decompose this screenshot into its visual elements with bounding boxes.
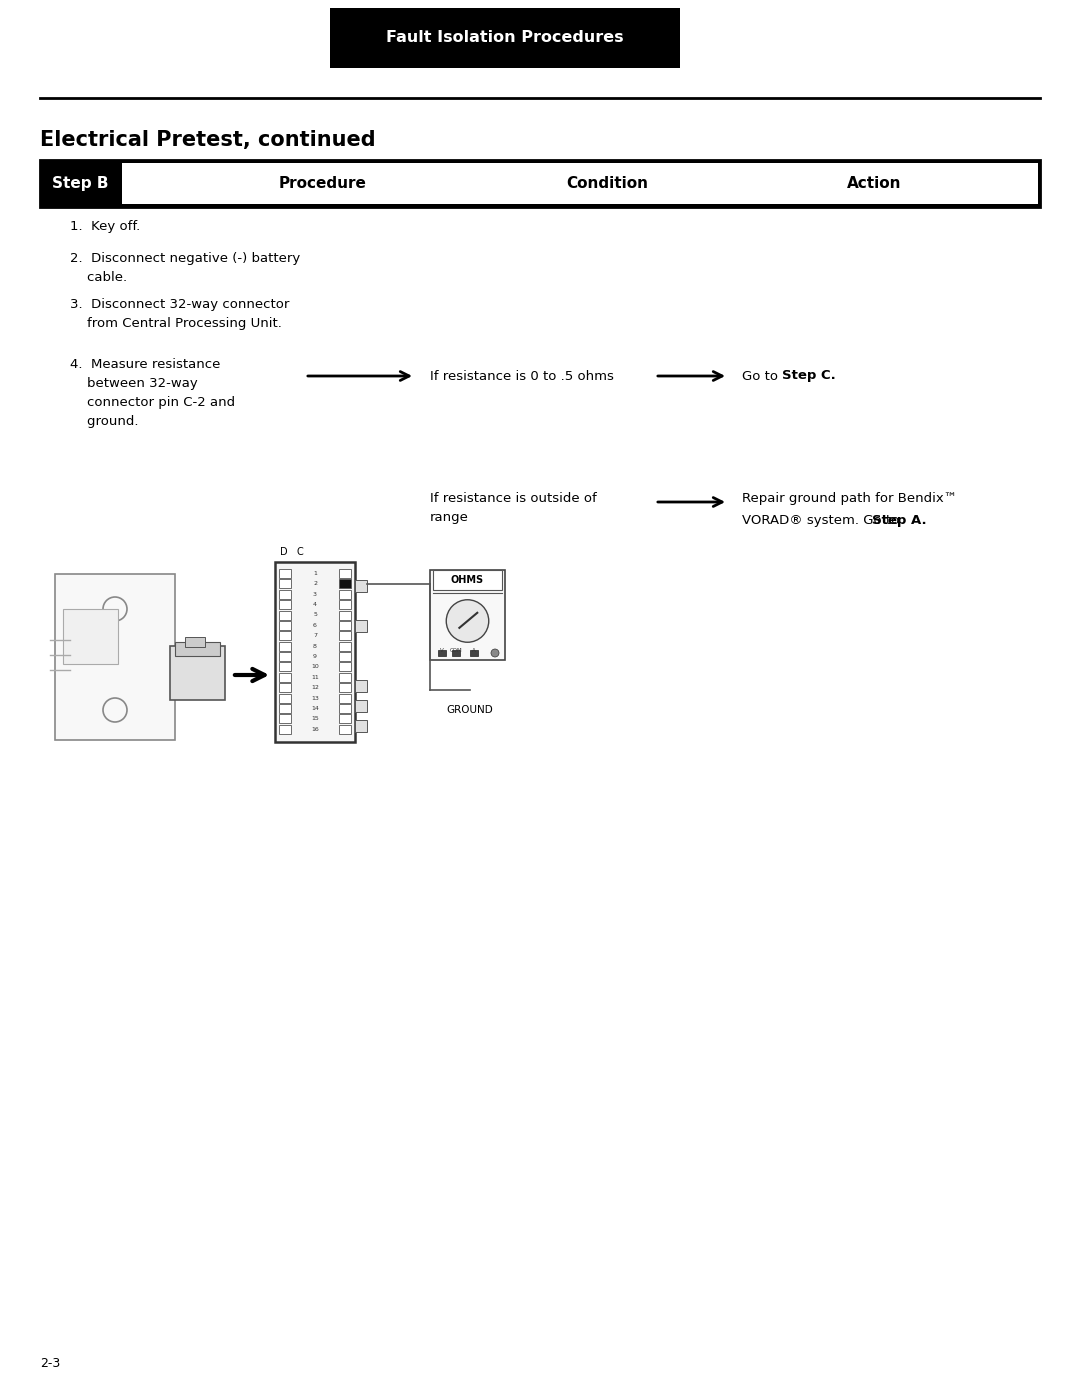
Text: If resistance is 0 to .5 ohms: If resistance is 0 to .5 ohms <box>430 369 613 383</box>
Text: 16: 16 <box>311 726 319 732</box>
Text: Step B: Step B <box>52 176 108 191</box>
Bar <box>55 574 175 740</box>
Bar <box>122 163 1038 204</box>
Bar <box>330 8 680 68</box>
Text: Electrical Pretest, continued: Electrical Pretest, continued <box>40 130 376 149</box>
Text: V: V <box>441 648 444 652</box>
Text: 4.  Measure resistance
    between 32-way
    connector pin C-2 and
    ground.: 4. Measure resistance between 32-way con… <box>70 358 235 427</box>
Text: Go to: Go to <box>742 369 782 383</box>
Bar <box>279 704 291 712</box>
Bar <box>339 601 351 609</box>
Bar <box>470 650 478 657</box>
Bar <box>355 620 367 631</box>
Bar <box>355 719 367 732</box>
Bar <box>279 631 291 640</box>
Bar <box>438 650 446 657</box>
Bar <box>339 704 351 712</box>
Bar <box>275 562 355 742</box>
Text: 1: 1 <box>313 571 316 576</box>
Bar <box>279 714 291 724</box>
Text: VORAD® system. Go to: VORAD® system. Go to <box>742 514 904 527</box>
Bar <box>339 683 351 692</box>
Text: Repair ground path for Bendix™: Repair ground path for Bendix™ <box>742 492 957 504</box>
Bar <box>433 570 502 590</box>
Bar <box>279 641 291 651</box>
Text: 9: 9 <box>313 654 318 659</box>
Bar <box>339 673 351 682</box>
Circle shape <box>446 599 489 643</box>
Text: Fault Isolation Procedures: Fault Isolation Procedures <box>387 31 624 46</box>
Bar <box>279 693 291 703</box>
Text: 1.  Key off.: 1. Key off. <box>70 219 140 233</box>
Bar <box>430 570 505 659</box>
Bar <box>339 610 351 619</box>
Text: Step A.: Step A. <box>872 514 927 527</box>
Bar <box>339 631 351 640</box>
Bar <box>339 662 351 672</box>
Text: 4: 4 <box>313 602 318 608</box>
Text: 12: 12 <box>311 685 319 690</box>
Bar <box>339 580 351 588</box>
Bar <box>279 652 291 661</box>
Text: D   C: D C <box>280 548 303 557</box>
Bar <box>339 641 351 651</box>
Circle shape <box>491 650 499 657</box>
Bar <box>279 580 291 588</box>
Text: OHMS: OHMS <box>451 576 484 585</box>
Text: 5: 5 <box>313 612 316 617</box>
Bar <box>40 161 1040 207</box>
Bar <box>339 652 351 661</box>
Bar <box>279 662 291 672</box>
Bar <box>170 645 225 700</box>
Bar <box>339 714 351 724</box>
Text: 8: 8 <box>313 644 316 648</box>
Bar <box>339 569 351 578</box>
Bar <box>453 650 460 657</box>
Text: 2.  Disconnect negative (-) battery
    cable.: 2. Disconnect negative (-) battery cable… <box>70 251 300 284</box>
Text: Condition: Condition <box>567 176 649 191</box>
Bar <box>279 725 291 733</box>
Text: Step C.: Step C. <box>782 369 836 383</box>
Text: A: A <box>472 648 476 652</box>
Bar <box>279 673 291 682</box>
Bar <box>339 725 351 733</box>
Text: 14: 14 <box>311 705 319 711</box>
Text: 10: 10 <box>311 665 319 669</box>
Bar <box>175 643 220 657</box>
Text: 2-3: 2-3 <box>40 1356 60 1370</box>
Text: If resistance is outside of
range: If resistance is outside of range <box>430 492 597 524</box>
Bar <box>185 637 205 647</box>
Text: 15: 15 <box>311 717 319 721</box>
Bar <box>339 620 351 630</box>
Text: GROUND: GROUND <box>447 705 494 715</box>
Bar <box>339 590 351 599</box>
Text: Action: Action <box>847 176 902 191</box>
Bar <box>355 580 367 592</box>
Bar <box>355 700 367 712</box>
Bar <box>279 683 291 692</box>
Bar <box>339 693 351 703</box>
Bar <box>63 609 118 664</box>
Bar <box>279 569 291 578</box>
Text: 3: 3 <box>313 592 318 597</box>
Text: 13: 13 <box>311 696 319 700</box>
Bar <box>355 680 367 692</box>
Text: 3.  Disconnect 32-way connector
    from Central Processing Unit.: 3. Disconnect 32-way connector from Cent… <box>70 298 289 330</box>
Bar <box>279 601 291 609</box>
Bar <box>279 610 291 619</box>
Text: 2: 2 <box>313 581 318 587</box>
Text: COM: COM <box>449 648 462 652</box>
Text: 7: 7 <box>313 633 318 638</box>
Text: Procedure: Procedure <box>279 176 366 191</box>
Bar <box>279 620 291 630</box>
Text: 6: 6 <box>313 623 316 627</box>
Text: 11: 11 <box>311 675 319 680</box>
Bar <box>279 590 291 599</box>
